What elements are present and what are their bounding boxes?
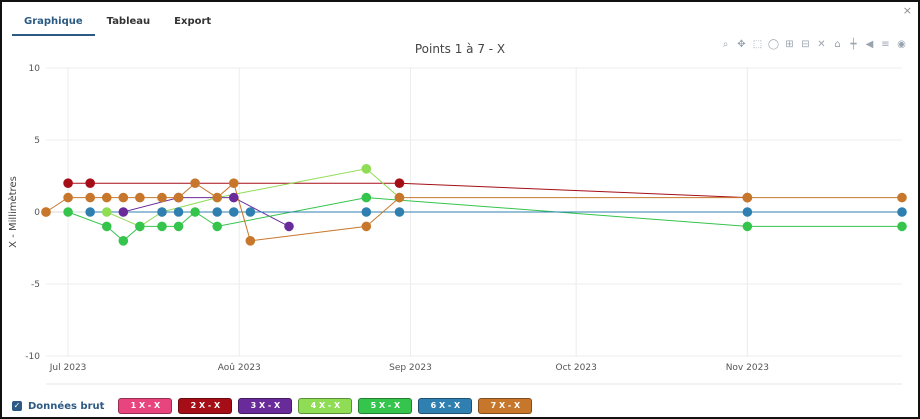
series-point-6	[228, 207, 239, 217]
legend-chip-3[interactable]: 3 X - X	[238, 398, 293, 414]
legend-chip-1[interactable]: 1 X - X	[118, 398, 173, 414]
series-point-7	[101, 192, 112, 203]
chart-title: Points 1 à 7 - X	[415, 42, 505, 56]
series-line-4	[106, 168, 400, 227]
series-point-4	[101, 207, 112, 217]
series-point-7	[394, 192, 405, 203]
legend-chip-5[interactable]: 5 X - X	[358, 398, 413, 414]
y-tick-label: -5	[31, 280, 40, 290]
series-point-6	[394, 207, 405, 217]
series-point-5	[212, 221, 222, 232]
series-point-7	[228, 178, 239, 188]
series-point-5	[897, 221, 907, 232]
tab-tableau[interactable]: Tableau	[106, 16, 151, 27]
tab-graphique[interactable]: Graphique	[12, 10, 95, 36]
series-line-2	[68, 182, 748, 199]
y-tick-label: 0	[34, 208, 40, 218]
series-point-6	[245, 207, 256, 217]
zoom-in-icon[interactable]: ⊞	[785, 39, 794, 50]
legend-bar: ✓ Données brut 1 X - X 2 X - X 3 X - X 4…	[12, 398, 533, 414]
series-point-6	[173, 207, 184, 217]
legend-chip-6[interactable]: 6 X - X	[418, 398, 473, 414]
legend-chip-4[interactable]: 4 X - X	[298, 398, 353, 414]
x-tick-label: Nov 2023	[726, 363, 769, 373]
x-tick-label: Sep 2023	[389, 363, 432, 373]
series-point-7	[85, 192, 95, 203]
legend-chip-7[interactable]: 7 X - X	[478, 398, 533, 414]
series-point-5	[118, 236, 129, 246]
box-select-icon[interactable]: ⬚	[752, 39, 763, 50]
series-point-6	[212, 207, 222, 217]
camera-icon[interactable]: ◉	[897, 39, 906, 50]
series-point-5	[361, 192, 372, 203]
reset-axes-icon[interactable]: ⌂	[834, 39, 841, 50]
series-point-5	[135, 221, 145, 232]
x-tick-label: Oct 2023	[556, 363, 597, 373]
series-point-7	[63, 192, 73, 203]
zoom-out-icon[interactable]: ⊟	[801, 39, 810, 50]
series-point-5	[157, 221, 167, 232]
series-point-4	[361, 164, 372, 174]
y-tick-label: 5	[34, 136, 40, 146]
tab-export[interactable]: Export	[174, 16, 212, 27]
series-point-7	[173, 192, 184, 203]
series-point-6	[157, 207, 167, 217]
series-point-6	[742, 207, 753, 217]
hover-closest-icon[interactable]: ◀	[865, 39, 874, 50]
series-point-3	[284, 221, 294, 232]
line-chart: Points 1 à 7 - X 10 5 0 -5 -10 Jul 2023 Aoû 202…	[7, 42, 907, 385]
series-point-7	[41, 207, 51, 217]
series-point-2	[394, 178, 405, 188]
series-point-7	[190, 178, 200, 188]
series-point-7	[118, 192, 129, 203]
x-tick-label: Aoû 2023	[218, 363, 261, 373]
series-line-7	[45, 182, 902, 242]
series-point-7	[245, 236, 256, 246]
close-icon[interactable]: ×	[902, 4, 912, 17]
y-axis-label: X - Millimètres	[7, 176, 19, 248]
lasso-icon[interactable]: ◯	[767, 39, 780, 50]
series-point-3	[228, 192, 239, 203]
raw-data-label: Données brut	[28, 400, 105, 412]
x-tick-label: Jul 2023	[49, 363, 87, 373]
series-point-7	[212, 192, 222, 203]
series-point-7	[135, 192, 145, 203]
series-point-7	[742, 192, 753, 203]
chart-modebar: ⌕ ✥ ⬚ ◯ ⊞ ⊟ ✕ ⌂ ┿ ◀ ≡ ◉	[719, 38, 908, 51]
series-point-7	[897, 192, 907, 203]
series-point-6	[361, 207, 372, 217]
autoscale-icon[interactable]: ✕	[817, 39, 826, 50]
series-point-5	[63, 207, 73, 217]
series-point-6	[85, 207, 95, 217]
series-point-5	[173, 221, 184, 232]
pan-icon[interactable]: ✥	[737, 39, 746, 50]
zoom-icon[interactable]: ⌕	[722, 39, 729, 50]
series-point-5	[742, 221, 753, 232]
series-point-6	[897, 207, 907, 217]
series-point-2	[85, 178, 95, 188]
y-tick-label: 10	[29, 64, 41, 74]
spike-lines-icon[interactable]: ┿	[850, 39, 857, 50]
y-tick-label: -10	[25, 352, 40, 362]
raw-data-checkbox[interactable]: ✓	[12, 401, 22, 411]
series-point-7	[361, 221, 372, 232]
series-point-5	[101, 221, 112, 232]
legend-chip-2[interactable]: 2 X - X	[178, 398, 233, 414]
series-point-3	[118, 207, 129, 217]
series-point-5	[190, 207, 200, 217]
series-point-7	[157, 192, 167, 203]
tab-bar: Graphique Tableau Export	[12, 10, 223, 36]
series-point-2	[63, 178, 73, 188]
hover-compare-icon[interactable]: ≡	[881, 39, 890, 50]
